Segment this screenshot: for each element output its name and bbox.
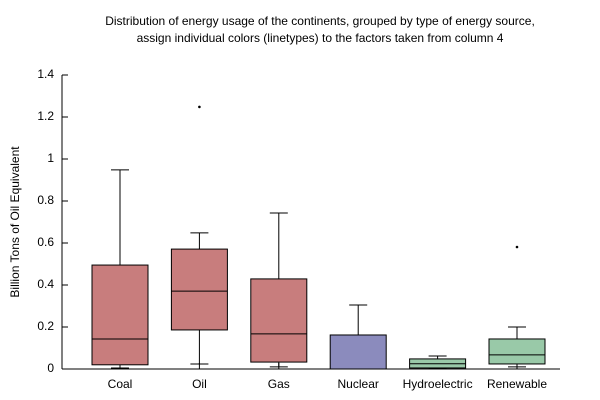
y-tick-label: 0: [47, 361, 54, 375]
y-tick-label: 0.2: [37, 319, 54, 333]
y-tick-label: 1.4: [37, 67, 54, 81]
x-tick-label: Coal: [108, 377, 133, 391]
y-tick-label: 0.4: [37, 277, 54, 291]
y-tick-label: 0.6: [37, 235, 54, 249]
x-tick-label: Gas: [268, 377, 290, 391]
x-tick-label: Renewable: [487, 377, 547, 391]
x-tick-label: Hydroelectric: [403, 377, 473, 391]
x-tick-label: Oil: [192, 377, 207, 391]
outlier: [198, 105, 201, 109]
box: [250, 278, 308, 363]
box: [91, 264, 149, 366]
box: [329, 334, 387, 370]
x-tick-label: Nuclear: [338, 377, 379, 391]
outlier: [515, 245, 519, 249]
chart-title: Distribution of energy usage of the cont…: [105, 14, 535, 28]
y-tick-label: 0.8: [37, 193, 54, 207]
chart-title: assign individual colors (linetypes) to …: [137, 31, 504, 45]
y-axis-label: Billion Tons of Oil Equivalent: [8, 146, 22, 298]
y-tick-label: 1.2: [37, 109, 54, 123]
box: [170, 248, 228, 331]
y-tick-label: 1: [47, 151, 54, 165]
box: [488, 338, 546, 365]
